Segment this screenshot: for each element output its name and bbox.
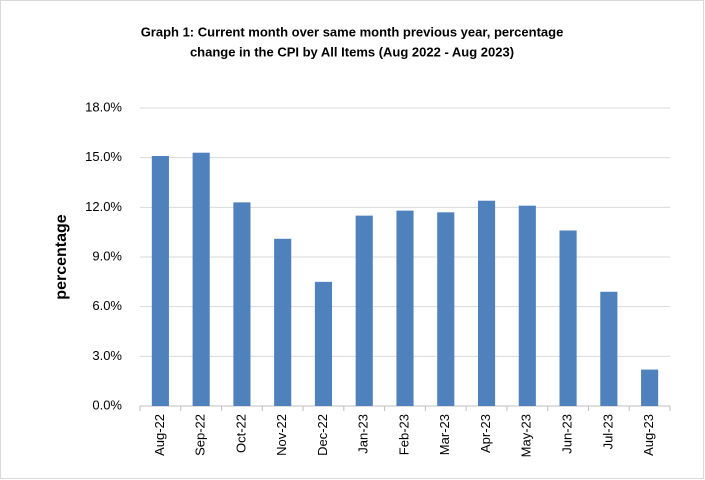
bar (600, 291, 618, 406)
y-tick-label: 0.0% (92, 397, 122, 412)
bar (641, 369, 659, 406)
bar (151, 156, 169, 406)
bar (314, 281, 333, 406)
bar (274, 238, 292, 406)
y-tick-label: 3.0% (92, 348, 122, 363)
x-tick-label: Apr-23 (478, 414, 493, 453)
y-tick-label: 18.0% (85, 99, 122, 114)
x-tick-label: Jun-23 (560, 414, 575, 454)
y-tick-label: 6.0% (92, 298, 122, 313)
bar (233, 202, 251, 406)
chart-title: change in the CPI by All Items (Aug 2022… (190, 44, 514, 59)
x-tick-label: Dec-22 (315, 414, 330, 456)
chart-title: Graph 1: Current month over same month p… (141, 24, 564, 39)
x-tick-label: Jan-23 (356, 414, 371, 454)
x-tick-label: Mar-23 (437, 414, 452, 455)
y-axis-label: percentage (53, 214, 70, 299)
bar (518, 205, 536, 406)
x-tick-label: Jul-23 (600, 414, 615, 449)
bar (477, 200, 496, 406)
bar (192, 152, 210, 406)
x-tick-label: Nov-22 (274, 414, 289, 456)
bar (396, 210, 414, 406)
bar (559, 230, 577, 406)
x-tick-label: Sep-22 (193, 414, 208, 456)
bar (355, 215, 373, 406)
y-tick-label: 15.0% (85, 149, 122, 164)
y-tick-label: 9.0% (92, 248, 122, 263)
x-tick-label: Oct-22 (233, 414, 248, 453)
x-tick-label: Aug-22 (152, 414, 167, 456)
y-tick-label: 12.0% (85, 199, 122, 214)
x-tick-label: Feb-23 (396, 414, 411, 455)
x-tick-label: Aug-23 (641, 414, 656, 456)
x-tick-label: May-23 (519, 414, 534, 457)
bar (437, 212, 455, 406)
